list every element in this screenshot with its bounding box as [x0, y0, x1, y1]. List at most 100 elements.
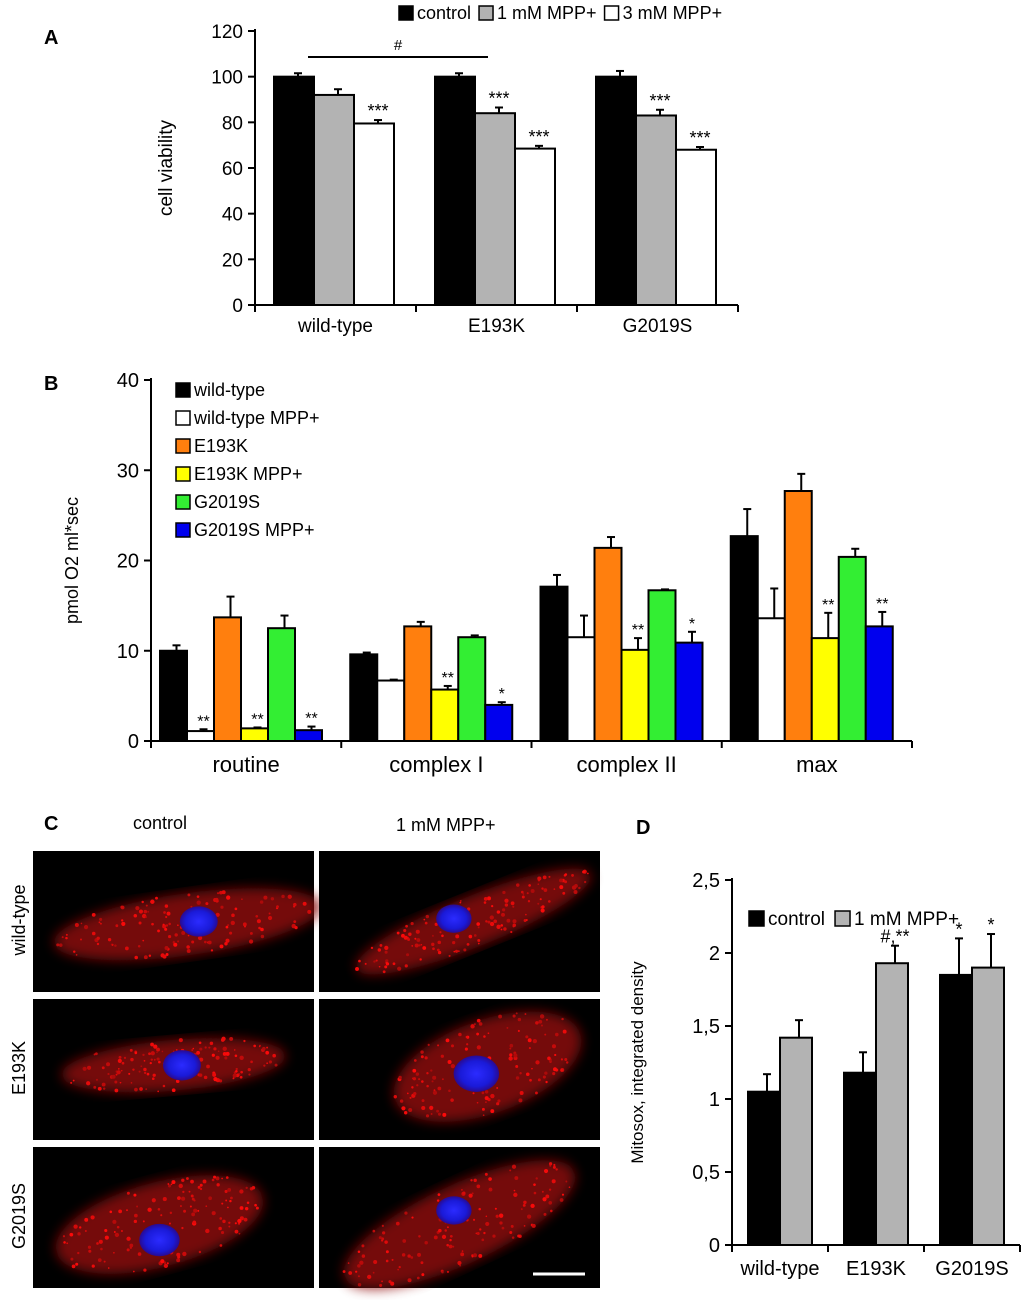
mitochondria-dot [134, 1087, 138, 1092]
mitochondria-dot [143, 955, 148, 960]
mitochondria-dot [372, 1229, 376, 1233]
mitochondria-dot [523, 1200, 527, 1205]
mitochondria-dot [578, 886, 581, 890]
mitochondria-dot [182, 1251, 187, 1257]
mitochondria-dot [453, 950, 456, 953]
panel-label-c: C [44, 813, 58, 835]
mitochondria-dot [82, 1066, 87, 1071]
mitochondria-dot [221, 1036, 226, 1041]
mitochondria-dot [221, 1177, 223, 1180]
mitochondria-dot [80, 938, 82, 941]
mitochondria-dot [519, 1091, 524, 1096]
category-label-e193k: E193K [468, 316, 525, 337]
mitochondria-dot [197, 1209, 200, 1212]
mitochondria-dot [524, 1013, 527, 1016]
mitochondria-dot [178, 1038, 183, 1043]
mitochondria-dot [103, 1260, 106, 1263]
significance-marker: #,** [880, 927, 909, 947]
mitochondria-dot [191, 1212, 196, 1217]
y-tick-label: 0 [128, 731, 139, 753]
significance-marker: *** [689, 128, 710, 148]
mitochondria-dot [248, 939, 254, 944]
mitochondria-dot [205, 1205, 208, 1207]
mitochondria-dot [502, 908, 506, 912]
mitochondria-dot [104, 1228, 108, 1233]
mitochondria-dot [498, 1014, 503, 1019]
mitochondria-dot [513, 1192, 518, 1198]
legend-swatch-e193k [175, 438, 191, 454]
y-tick-label: 120 [211, 22, 243, 43]
mitochondria-dot [421, 1099, 425, 1103]
mitochondria-dot [564, 880, 568, 884]
mitochondria-dot [75, 1262, 79, 1266]
mitochondria-dot [150, 1058, 153, 1061]
mitochondria-dot [532, 1039, 537, 1044]
mitochondria-dot [477, 938, 481, 942]
mitochondria-dot [401, 933, 405, 938]
mitochondria-dot [420, 1261, 424, 1265]
mitochondria-dot [259, 1044, 261, 1047]
mitochondria-dot [196, 895, 200, 898]
mitochondria-dot [384, 950, 388, 954]
mitochondria-dot [522, 893, 525, 895]
mitochondria-dot [548, 1200, 553, 1205]
mitochondria-dot [449, 1238, 452, 1242]
mitochondria-dot [540, 1024, 544, 1027]
mitochondria-dot [466, 942, 470, 946]
mitochondria-dot [120, 1069, 123, 1072]
mitochondria-dot [107, 1267, 110, 1269]
mitochondria-dot [485, 1221, 490, 1227]
mitochondria-dot [436, 948, 440, 952]
mitochondria-dot [403, 1111, 408, 1115]
category-label-max: max [796, 752, 838, 777]
mitochondria-dot [225, 938, 230, 943]
mitochondria-dot [196, 900, 201, 905]
mitochondria-dot [543, 888, 548, 892]
mitochondria-dot [420, 1055, 424, 1059]
mitochondria-dot [162, 923, 165, 926]
mitochondria-dot [219, 944, 224, 949]
micrograph-row-label-wild-type: wild-type [9, 884, 29, 956]
mitochondria-dot [91, 1264, 95, 1268]
significance-marker: * [689, 616, 695, 633]
mitochondria-dot [545, 1194, 550, 1199]
mitochondria-dot [134, 955, 138, 960]
mitochondria-dot [267, 915, 273, 921]
mitochondria-dot [377, 948, 382, 952]
mitochondria-dot [407, 937, 411, 941]
mitochondria-dot [239, 1055, 244, 1060]
mitochondria-dot [418, 1235, 421, 1238]
mitochondria-dot [147, 1207, 152, 1212]
bar-e193k-complex-ii [593, 546, 623, 742]
mitochondria-dot [559, 885, 564, 890]
mitochondria-dot [395, 1221, 400, 1226]
bar-wild-type-complex-i [349, 653, 379, 742]
mitochondria-dot [230, 920, 235, 926]
mitochondria-dot [476, 1032, 480, 1036]
mitochondria-dot [150, 899, 155, 904]
mitochondria-dot [183, 1209, 187, 1213]
bar-control-e193k [434, 75, 476, 306]
mitochondria-dot [385, 959, 389, 963]
mitochondria-dot [514, 1176, 519, 1181]
mitochondria-dot [239, 1075, 243, 1079]
micrograph-tile [33, 1147, 314, 1288]
mitochondria-dot [565, 1061, 569, 1064]
mitochondria-dot [476, 1045, 481, 1050]
mitochondria-dot [266, 1046, 269, 1049]
bar-wild-type-mpp-complex-i [376, 679, 406, 742]
mitochondria-dot [220, 905, 224, 909]
mitochondria-dot [516, 883, 520, 887]
significance-marker: *** [649, 91, 670, 111]
mitochondria-dot [91, 931, 96, 936]
mitochondria-dot [542, 875, 547, 880]
mitochondria-dot [137, 1252, 142, 1256]
mitochondria-dot [372, 1271, 375, 1274]
mitochondria-dot [496, 1102, 500, 1106]
mitochondria-dot [385, 962, 390, 966]
mitochondria-dot [487, 1032, 490, 1035]
nucleus [179, 906, 218, 937]
mitochondria-dot [433, 1235, 438, 1240]
bar-wild-type-mpp-complex-ii [566, 636, 596, 743]
mitochondria-dot [141, 900, 144, 904]
